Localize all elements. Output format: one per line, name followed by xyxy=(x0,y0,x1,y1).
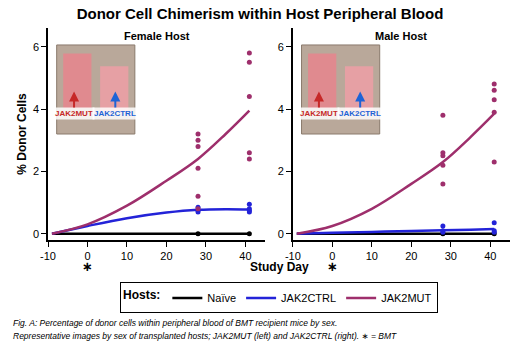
svg-text:30: 30 xyxy=(445,250,457,262)
svg-text:4: 4 xyxy=(33,103,39,115)
svg-text:10: 10 xyxy=(366,250,378,262)
svg-text:0: 0 xyxy=(84,250,90,262)
svg-text:Study Day: Study Day xyxy=(250,260,309,274)
svg-text:-10: -10 xyxy=(285,250,301,262)
svg-text:Hosts:: Hosts: xyxy=(123,288,160,302)
svg-text:20: 20 xyxy=(405,250,417,262)
svg-text:∗: ∗ xyxy=(82,259,93,274)
svg-text:JAK2MUT: JAK2MUT xyxy=(300,109,338,118)
svg-text:30: 30 xyxy=(200,250,212,262)
svg-text:0: 0 xyxy=(329,250,335,262)
svg-text:Donor Cell Chimerism within Ho: Donor Cell Chimerism within Host Periphe… xyxy=(77,5,444,22)
svg-text:JAK2CTRL: JAK2CTRL xyxy=(94,109,136,118)
svg-text:10: 10 xyxy=(121,250,133,262)
svg-text:2: 2 xyxy=(33,165,39,177)
svg-text:Male Host: Male Host xyxy=(375,30,427,42)
svg-text:Female Host: Female Host xyxy=(124,30,190,42)
svg-text:6: 6 xyxy=(278,41,284,53)
svg-text:20: 20 xyxy=(160,250,172,262)
svg-text:0: 0 xyxy=(278,228,284,240)
svg-text:% Donor Cells: % Donor Cells xyxy=(15,93,29,175)
svg-text:0: 0 xyxy=(33,228,39,240)
svg-text:Fig. A: Percentage of donor ce: Fig. A: Percentage of donor cells within… xyxy=(13,318,337,328)
svg-text:Naïve: Naïve xyxy=(207,292,236,304)
svg-text:JAK2MUT: JAK2MUT xyxy=(381,292,431,304)
svg-text:4: 4 xyxy=(278,103,284,115)
svg-text:JAK2CTRL: JAK2CTRL xyxy=(281,292,336,304)
svg-text:40: 40 xyxy=(484,250,496,262)
svg-text:6: 6 xyxy=(33,41,39,53)
svg-text:∗: ∗ xyxy=(327,259,338,274)
svg-text:Representative images by sex o: Representative images by sex of transpla… xyxy=(13,331,397,341)
svg-text:JAK2CTRL: JAK2CTRL xyxy=(339,109,381,118)
svg-text:JAK2MUT: JAK2MUT xyxy=(55,109,93,118)
svg-text:2: 2 xyxy=(278,165,284,177)
svg-text:-10: -10 xyxy=(40,250,56,262)
svg-text:40: 40 xyxy=(239,250,251,262)
